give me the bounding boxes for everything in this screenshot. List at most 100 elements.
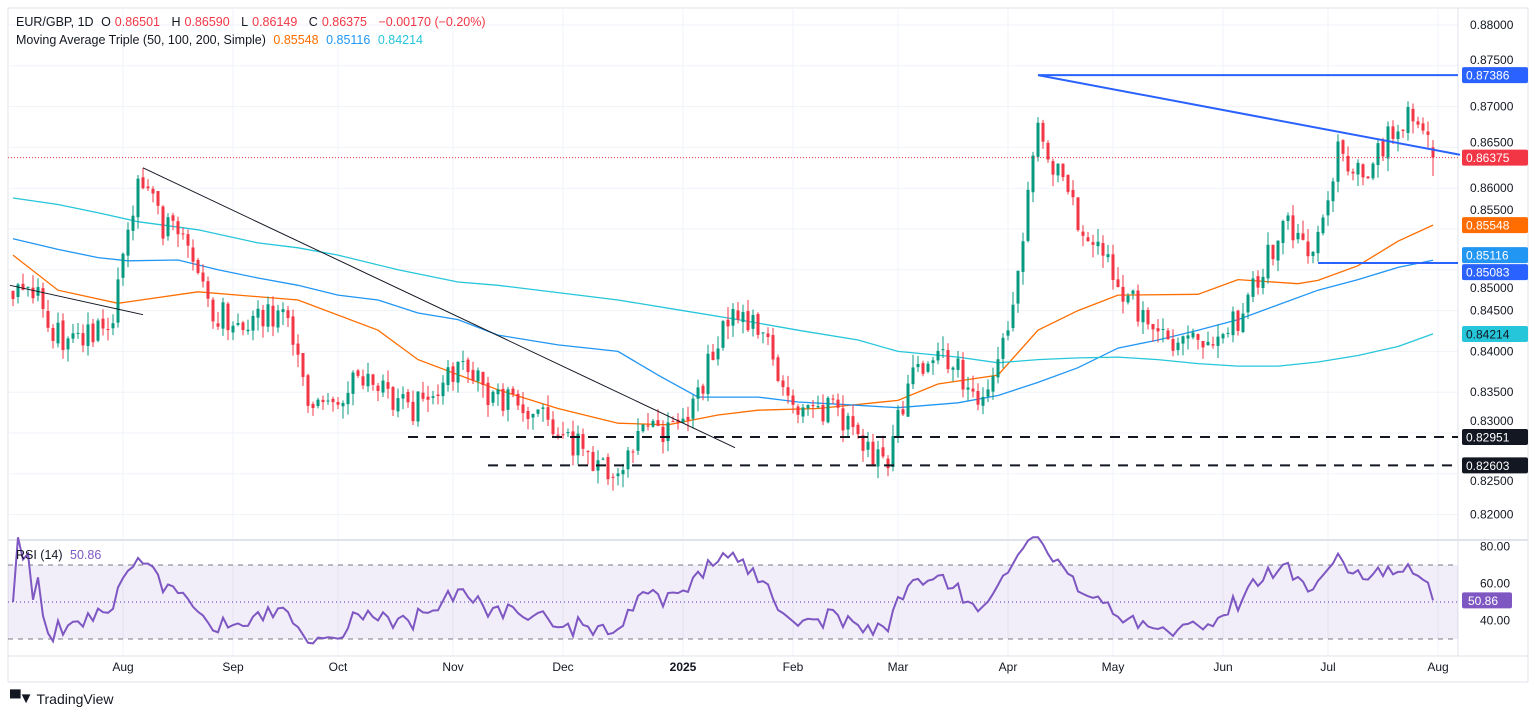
candle-body xyxy=(696,387,700,399)
candle xyxy=(106,317,110,341)
price-tick-label: 0.85500 xyxy=(1470,203,1514,217)
candle xyxy=(366,362,370,392)
candle xyxy=(166,213,170,241)
candle xyxy=(701,383,705,401)
candle-body xyxy=(331,398,335,403)
candle xyxy=(456,361,460,393)
candle-body xyxy=(61,320,65,350)
candle xyxy=(761,332,765,344)
candle-body xyxy=(1151,324,1155,330)
candle xyxy=(1216,324,1220,358)
candle xyxy=(1261,268,1265,295)
candle xyxy=(1131,289,1135,300)
symbol-label[interactable]: EUR/GBP, 1D xyxy=(16,15,94,29)
rsi-tick-label: 80.00 xyxy=(1480,540,1510,554)
candle-body xyxy=(431,396,435,398)
candle-body xyxy=(426,396,430,400)
price-tick-label: 0.87000 xyxy=(1470,100,1514,114)
candle xyxy=(831,394,835,405)
candle-body xyxy=(531,414,535,418)
candle xyxy=(721,319,725,351)
time-axis-label: Nov xyxy=(442,660,463,674)
candle-body xyxy=(281,309,285,313)
candle xyxy=(291,309,295,356)
candle-body xyxy=(1146,309,1150,325)
candle xyxy=(226,301,230,341)
candle-body xyxy=(1011,304,1015,328)
candle-body xyxy=(1411,108,1415,122)
candle-body xyxy=(46,310,50,328)
price-badge-label: 0.87386 xyxy=(1466,69,1510,83)
candle-body xyxy=(116,279,120,323)
candle xyxy=(1396,124,1400,152)
price-badge-label: 0.82951 xyxy=(1466,430,1510,444)
trend-line xyxy=(142,167,736,449)
candle xyxy=(146,179,150,192)
candle-body xyxy=(1046,142,1050,160)
candle-body xyxy=(901,409,905,415)
candle-body xyxy=(1121,286,1125,302)
candle xyxy=(606,453,610,486)
candle xyxy=(376,383,380,402)
candle xyxy=(246,319,250,335)
candle xyxy=(541,403,545,422)
candle-body xyxy=(1331,181,1335,202)
candle xyxy=(151,186,155,203)
candle xyxy=(576,425,580,465)
candle-body xyxy=(106,329,110,331)
candle xyxy=(401,386,405,410)
candle-body xyxy=(196,260,200,273)
candle xyxy=(1076,197,1080,232)
candle xyxy=(1201,340,1205,359)
candle-body xyxy=(961,359,965,390)
candle-body xyxy=(671,421,675,423)
candle xyxy=(1416,116,1420,129)
candle-body xyxy=(641,424,645,432)
candle-body xyxy=(566,432,570,434)
low-label: L xyxy=(241,15,249,29)
candle-body xyxy=(551,419,555,435)
candle-body xyxy=(691,398,695,419)
candle-body xyxy=(1051,161,1055,175)
candle xyxy=(801,403,805,424)
candle-body xyxy=(931,360,935,364)
candle-body xyxy=(1251,278,1255,297)
candle-body xyxy=(981,396,985,406)
candle xyxy=(631,449,635,463)
candle-body xyxy=(881,447,885,457)
candle-body xyxy=(311,404,315,409)
candle xyxy=(1031,151,1035,203)
candle xyxy=(1126,293,1130,305)
rsi-tick-label: 60.00 xyxy=(1480,577,1510,591)
candle-body xyxy=(1216,336,1220,346)
candle-body xyxy=(656,420,660,426)
candle-body xyxy=(1281,220,1285,243)
candle xyxy=(1361,163,1365,186)
candle-body xyxy=(716,348,720,360)
change-value: −0.00170 (−0.20%) xyxy=(378,15,486,29)
candle-body xyxy=(561,434,565,436)
candle-body xyxy=(1421,123,1425,131)
candle-body xyxy=(936,350,940,361)
rsi-title[interactable]: RSI (14) xyxy=(16,548,63,562)
candle-body xyxy=(286,310,290,319)
candle xyxy=(326,392,330,405)
trend-line xyxy=(1037,74,1461,156)
candle-body xyxy=(991,376,995,392)
candle xyxy=(666,412,670,452)
candle xyxy=(1086,231,1090,242)
candle xyxy=(706,344,710,402)
candle xyxy=(811,399,815,419)
candle-body xyxy=(1366,176,1370,179)
ma-title[interactable]: Moving Average Triple (50, 100, 200, Sim… xyxy=(16,33,266,47)
candle xyxy=(651,418,655,428)
candle-body xyxy=(371,374,375,385)
candle xyxy=(936,342,940,365)
candle xyxy=(1281,219,1285,255)
candle xyxy=(876,440,880,479)
candle xyxy=(1206,331,1210,346)
candle-body xyxy=(216,323,220,327)
tradingview-logo[interactable]: ▀▼ TradingView xyxy=(10,690,114,707)
candle xyxy=(351,370,355,406)
